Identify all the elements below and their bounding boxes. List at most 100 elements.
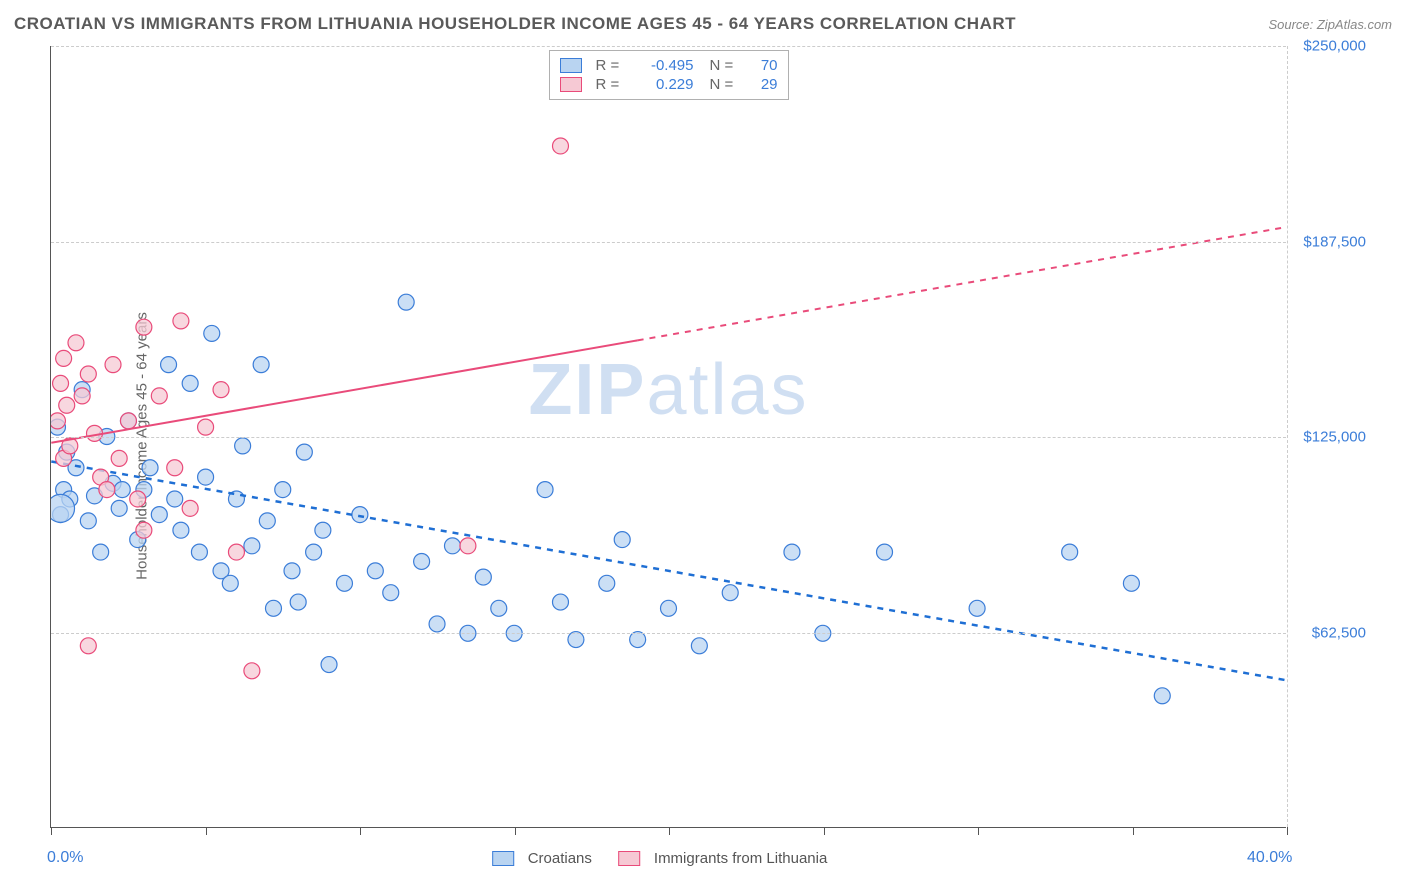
scatter-point [114, 482, 130, 498]
scatter-point [460, 538, 476, 554]
legend-swatch [560, 58, 582, 73]
scatter-point [120, 413, 136, 429]
legend-r-label: R = [596, 76, 626, 93]
scatter-point [167, 460, 183, 476]
scatter-point [59, 444, 75, 460]
scatter-point [352, 507, 368, 523]
scatter-point [62, 438, 78, 454]
scatter-point [552, 594, 568, 610]
x-tick [51, 827, 52, 835]
legend-label: Croatians [528, 850, 592, 867]
scatter-point [142, 460, 158, 476]
scatter-point [151, 507, 167, 523]
scatter-point [414, 553, 430, 569]
scatter-point [661, 600, 677, 616]
scatter-point [136, 482, 152, 498]
scatter-point [290, 594, 306, 610]
legend-n-label: N = [710, 76, 740, 93]
scatter-point [398, 294, 414, 310]
watermark: ZIPatlas [528, 349, 808, 431]
y-tick-label: $62,500 [1292, 624, 1366, 641]
scatter-point [630, 632, 646, 648]
scatter-point [56, 482, 72, 498]
scatter-point [1062, 544, 1078, 560]
scatter-point [93, 544, 109, 560]
scatter-point [173, 522, 189, 538]
scatter-point [537, 482, 553, 498]
scatter-point [253, 357, 269, 373]
scatter-point [1123, 575, 1139, 591]
legend-r-value: -0.495 [634, 57, 694, 74]
scatter-point [784, 544, 800, 560]
scatter-point [475, 569, 491, 585]
scatter-point [56, 450, 72, 466]
scatter-point [296, 444, 312, 460]
scatter-point [51, 419, 65, 435]
correlation-legend: R =-0.495N =70R =0.229N =29 [549, 50, 789, 100]
scatter-point [198, 419, 214, 435]
scatter-point [877, 544, 893, 560]
legend-row: R =-0.495N =70 [560, 57, 778, 74]
scatter-point [111, 450, 127, 466]
scatter-point [51, 494, 75, 522]
plot-area: ZIPatlas R =-0.495N =70R =0.229N =29 Cro… [50, 46, 1286, 828]
scatter-point [235, 438, 251, 454]
watermark-rest: atlas [646, 350, 808, 430]
scatter-point [265, 600, 281, 616]
scatter-point [93, 469, 109, 485]
scatter-point [284, 563, 300, 579]
scatter-point [56, 350, 72, 366]
scatter-point [444, 538, 460, 554]
x-tick [515, 827, 516, 835]
scatter-point [130, 532, 146, 548]
gridline-h [51, 46, 1286, 47]
x-tick [206, 827, 207, 835]
watermark-bold: ZIP [528, 350, 646, 430]
scatter-point [87, 488, 103, 504]
scatter-point [74, 388, 90, 404]
scatter-point [1154, 688, 1170, 704]
y-tick-label: $187,500 [1292, 233, 1366, 250]
scatter-point [568, 632, 584, 648]
x-tick-label: 40.0% [1247, 849, 1292, 867]
scatter-point [204, 325, 220, 341]
scatter-point [80, 638, 96, 654]
series-legend: Croatians Immigrants from Lithuania [492, 850, 846, 867]
x-tick [360, 827, 361, 835]
scatter-point [336, 575, 352, 591]
scatter-point [53, 507, 69, 523]
x-tick [1133, 827, 1134, 835]
legend-n-label: N = [710, 57, 740, 74]
legend-n-value: 29 [748, 76, 778, 93]
scatter-point [198, 469, 214, 485]
scatter-point [722, 585, 738, 601]
scatter-point [80, 513, 96, 529]
scatter-point [691, 638, 707, 654]
scatter-point [614, 532, 630, 548]
scatter-point [491, 600, 507, 616]
chart-title: CROATIAN VS IMMIGRANTS FROM LITHUANIA HO… [14, 14, 1016, 34]
scatter-point [306, 544, 322, 560]
x-tick [978, 827, 979, 835]
scatter-point [136, 319, 152, 335]
legend-r-value: 0.229 [634, 76, 694, 93]
scatter-point [151, 388, 167, 404]
y-tick-label: $250,000 [1292, 38, 1366, 55]
scatter-point [51, 413, 65, 429]
gridline-h [51, 437, 1286, 438]
x-tick [824, 827, 825, 835]
scatter-point [173, 313, 189, 329]
scatter-point [191, 544, 207, 560]
scatter-point [105, 357, 121, 373]
scatter-point [74, 382, 90, 398]
scatter-point [167, 491, 183, 507]
scatter-point [182, 375, 198, 391]
legend-label: Immigrants from Lithuania [654, 850, 827, 867]
legend-swatch [618, 851, 640, 866]
scatter-point [99, 482, 115, 498]
scatter-point [969, 600, 985, 616]
gridline-v [1287, 46, 1288, 827]
trend-line-dashed [638, 227, 1286, 340]
scatter-point [429, 616, 445, 632]
scatter-point [552, 138, 568, 154]
